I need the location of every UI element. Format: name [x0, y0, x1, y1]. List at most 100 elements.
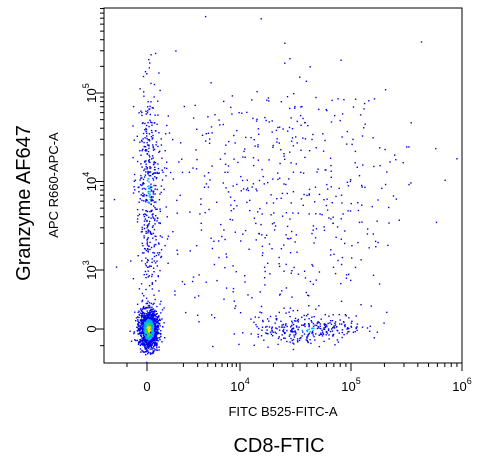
data-point: [309, 280, 312, 283]
data-point: [149, 348, 151, 350]
data-point: [274, 322, 276, 324]
data-point: [295, 136, 297, 138]
data-point: [142, 328, 144, 330]
data-point: [289, 333, 291, 336]
data-point: [154, 223, 156, 225]
data-point: [296, 120, 298, 123]
data-point: [140, 335, 143, 337]
data-point: [307, 334, 309, 336]
data-point: [312, 225, 315, 227]
data-point: [163, 322, 165, 324]
data-point: [341, 202, 343, 204]
data-point: [228, 140, 230, 143]
data-point: [300, 149, 302, 151]
data-point: [140, 324, 143, 326]
data-point: [225, 144, 227, 146]
data-point: [156, 317, 159, 319]
data-point: [158, 328, 160, 330]
data-point: [148, 159, 151, 161]
data-point: [352, 331, 355, 333]
data-point: [147, 313, 149, 316]
data-point: [152, 179, 155, 181]
data-point: [150, 325, 153, 328]
data-point: [174, 294, 176, 296]
data-point: [312, 325, 315, 328]
data-point: [155, 335, 158, 337]
data-point: [250, 318, 252, 320]
data-point: [149, 353, 152, 355]
data-point: [137, 325, 140, 327]
data-point: [172, 138, 174, 141]
data-point: [205, 133, 207, 135]
data-point: [367, 228, 369, 230]
data-point: [138, 112, 140, 114]
data-point: [157, 325, 159, 328]
data-point: [281, 334, 283, 336]
data-point: [145, 110, 147, 112]
data-point: [142, 342, 144, 345]
data-point: [143, 325, 145, 327]
data-point: [158, 252, 161, 254]
data-point: [153, 244, 156, 246]
data-point: [146, 144, 149, 146]
data-point: [148, 307, 150, 309]
data-point: [246, 179, 248, 181]
data-point: [156, 208, 158, 210]
data-point: [148, 201, 150, 203]
data-point: [146, 261, 148, 263]
data-point: [315, 213, 317, 215]
data-point: [253, 139, 255, 141]
data-point: [349, 179, 352, 181]
data-point: [297, 212, 299, 214]
data-point: [155, 339, 158, 342]
data-point: [272, 178, 274, 180]
data-point: [209, 138, 211, 140]
data-point: [170, 171, 172, 174]
data-point: [145, 317, 148, 319]
data-point: [146, 324, 149, 326]
data-point: [150, 313, 152, 316]
data-point: [384, 89, 387, 91]
data-point: [143, 95, 145, 97]
data-point: [334, 322, 336, 325]
data-point: [152, 326, 155, 328]
data-point: [156, 321, 159, 323]
data-point: [256, 190, 258, 192]
data-point: [379, 164, 381, 167]
data-point: [152, 324, 155, 326]
data-point: [236, 183, 238, 186]
data-point: [154, 337, 157, 339]
data-point: [346, 332, 348, 335]
data-point: [253, 164, 255, 167]
data-point: [292, 327, 295, 330]
data-point: [233, 208, 235, 210]
data-point: [151, 158, 153, 160]
data-point: [134, 311, 136, 313]
data-point: [145, 265, 147, 267]
data-point: [369, 330, 371, 332]
data-point: [148, 144, 150, 146]
data-point: [139, 179, 141, 181]
data-point: [150, 101, 152, 103]
data-point: [148, 195, 150, 197]
data-point: [301, 324, 303, 326]
data-point: [270, 214, 272, 216]
data-point: [291, 322, 294, 324]
data-point: [277, 337, 280, 340]
data-point: [213, 263, 216, 266]
data-point: [219, 158, 222, 160]
data-point: [148, 331, 151, 333]
data-point: [354, 266, 357, 269]
data-point: [292, 348, 295, 351]
data-point: [286, 340, 288, 343]
data-point: [144, 137, 146, 139]
data-point: [140, 309, 142, 312]
data-point: [278, 336, 280, 338]
data-point: [141, 318, 143, 321]
data-point: [258, 327, 260, 330]
data-point: [277, 172, 279, 174]
data-point: [288, 126, 291, 129]
data-point: [147, 305, 150, 307]
data-point: [302, 331, 304, 333]
data-point: [280, 320, 282, 322]
